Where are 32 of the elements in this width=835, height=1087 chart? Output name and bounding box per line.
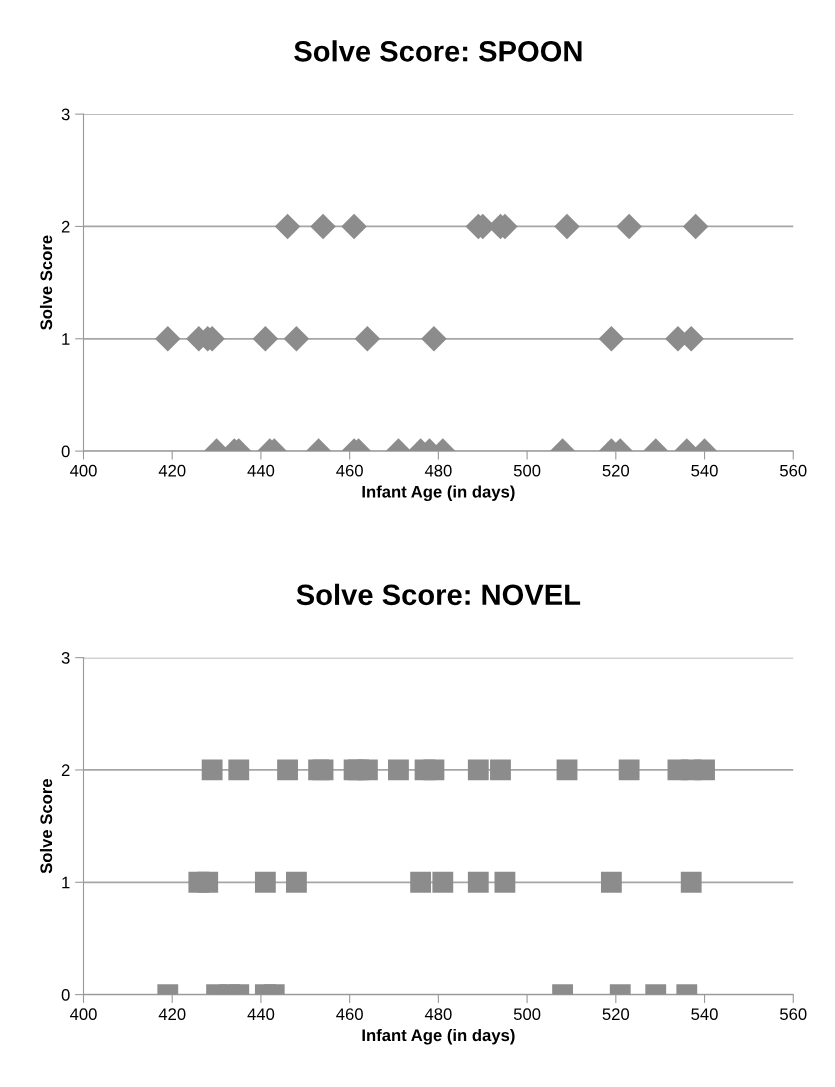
x-tick-label: 560 bbox=[780, 464, 807, 477]
x-tick-label: 520 bbox=[602, 464, 630, 477]
y-tick-label: 2 bbox=[61, 764, 70, 776]
y-tick-label: 3 bbox=[61, 652, 70, 664]
x-tick-label: 500 bbox=[513, 464, 541, 477]
y-tick-label: 3 bbox=[61, 108, 70, 121]
y-axis-title: Solve Score bbox=[39, 235, 53, 330]
x-axis-title: Infant Age (in days) bbox=[362, 485, 515, 501]
x-tick-label: 460 bbox=[336, 1008, 363, 1021]
x-tick-label: 480 bbox=[424, 1008, 452, 1021]
x-tick-label: 440 bbox=[247, 1008, 275, 1021]
y-axis-title: Solve Score bbox=[39, 778, 53, 874]
x-tick-label: 520 bbox=[602, 1008, 630, 1021]
x-tick-label: 420 bbox=[158, 1008, 186, 1021]
x-tick-label: 440 bbox=[247, 464, 275, 477]
x-tick-label: 460 bbox=[336, 464, 363, 477]
x-tick-label: 480 bbox=[424, 464, 452, 477]
y-tick-label: 0 bbox=[61, 989, 70, 1001]
y-tick-label: 2 bbox=[61, 220, 70, 233]
x-axis-title: Infant Age (in days) bbox=[362, 1028, 515, 1045]
x-tick-label: 400 bbox=[69, 464, 97, 477]
x-tick-label: 420 bbox=[158, 464, 186, 477]
x-tick-label: 540 bbox=[691, 464, 718, 477]
y-tick-label: 1 bbox=[62, 333, 70, 345]
x-tick-label: 540 bbox=[691, 1008, 718, 1021]
x-tick-label: 500 bbox=[513, 1008, 541, 1021]
chart-title: Solve Score: NOVEL bbox=[296, 583, 581, 606]
x-tick-label: 400 bbox=[69, 1008, 97, 1021]
chart-title: Solve Score: SPOON bbox=[294, 40, 582, 62]
x-tick-label: 560 bbox=[780, 1008, 807, 1021]
y-tick-label: 0 bbox=[61, 445, 70, 458]
y-tick-label: 1 bbox=[62, 876, 70, 889]
